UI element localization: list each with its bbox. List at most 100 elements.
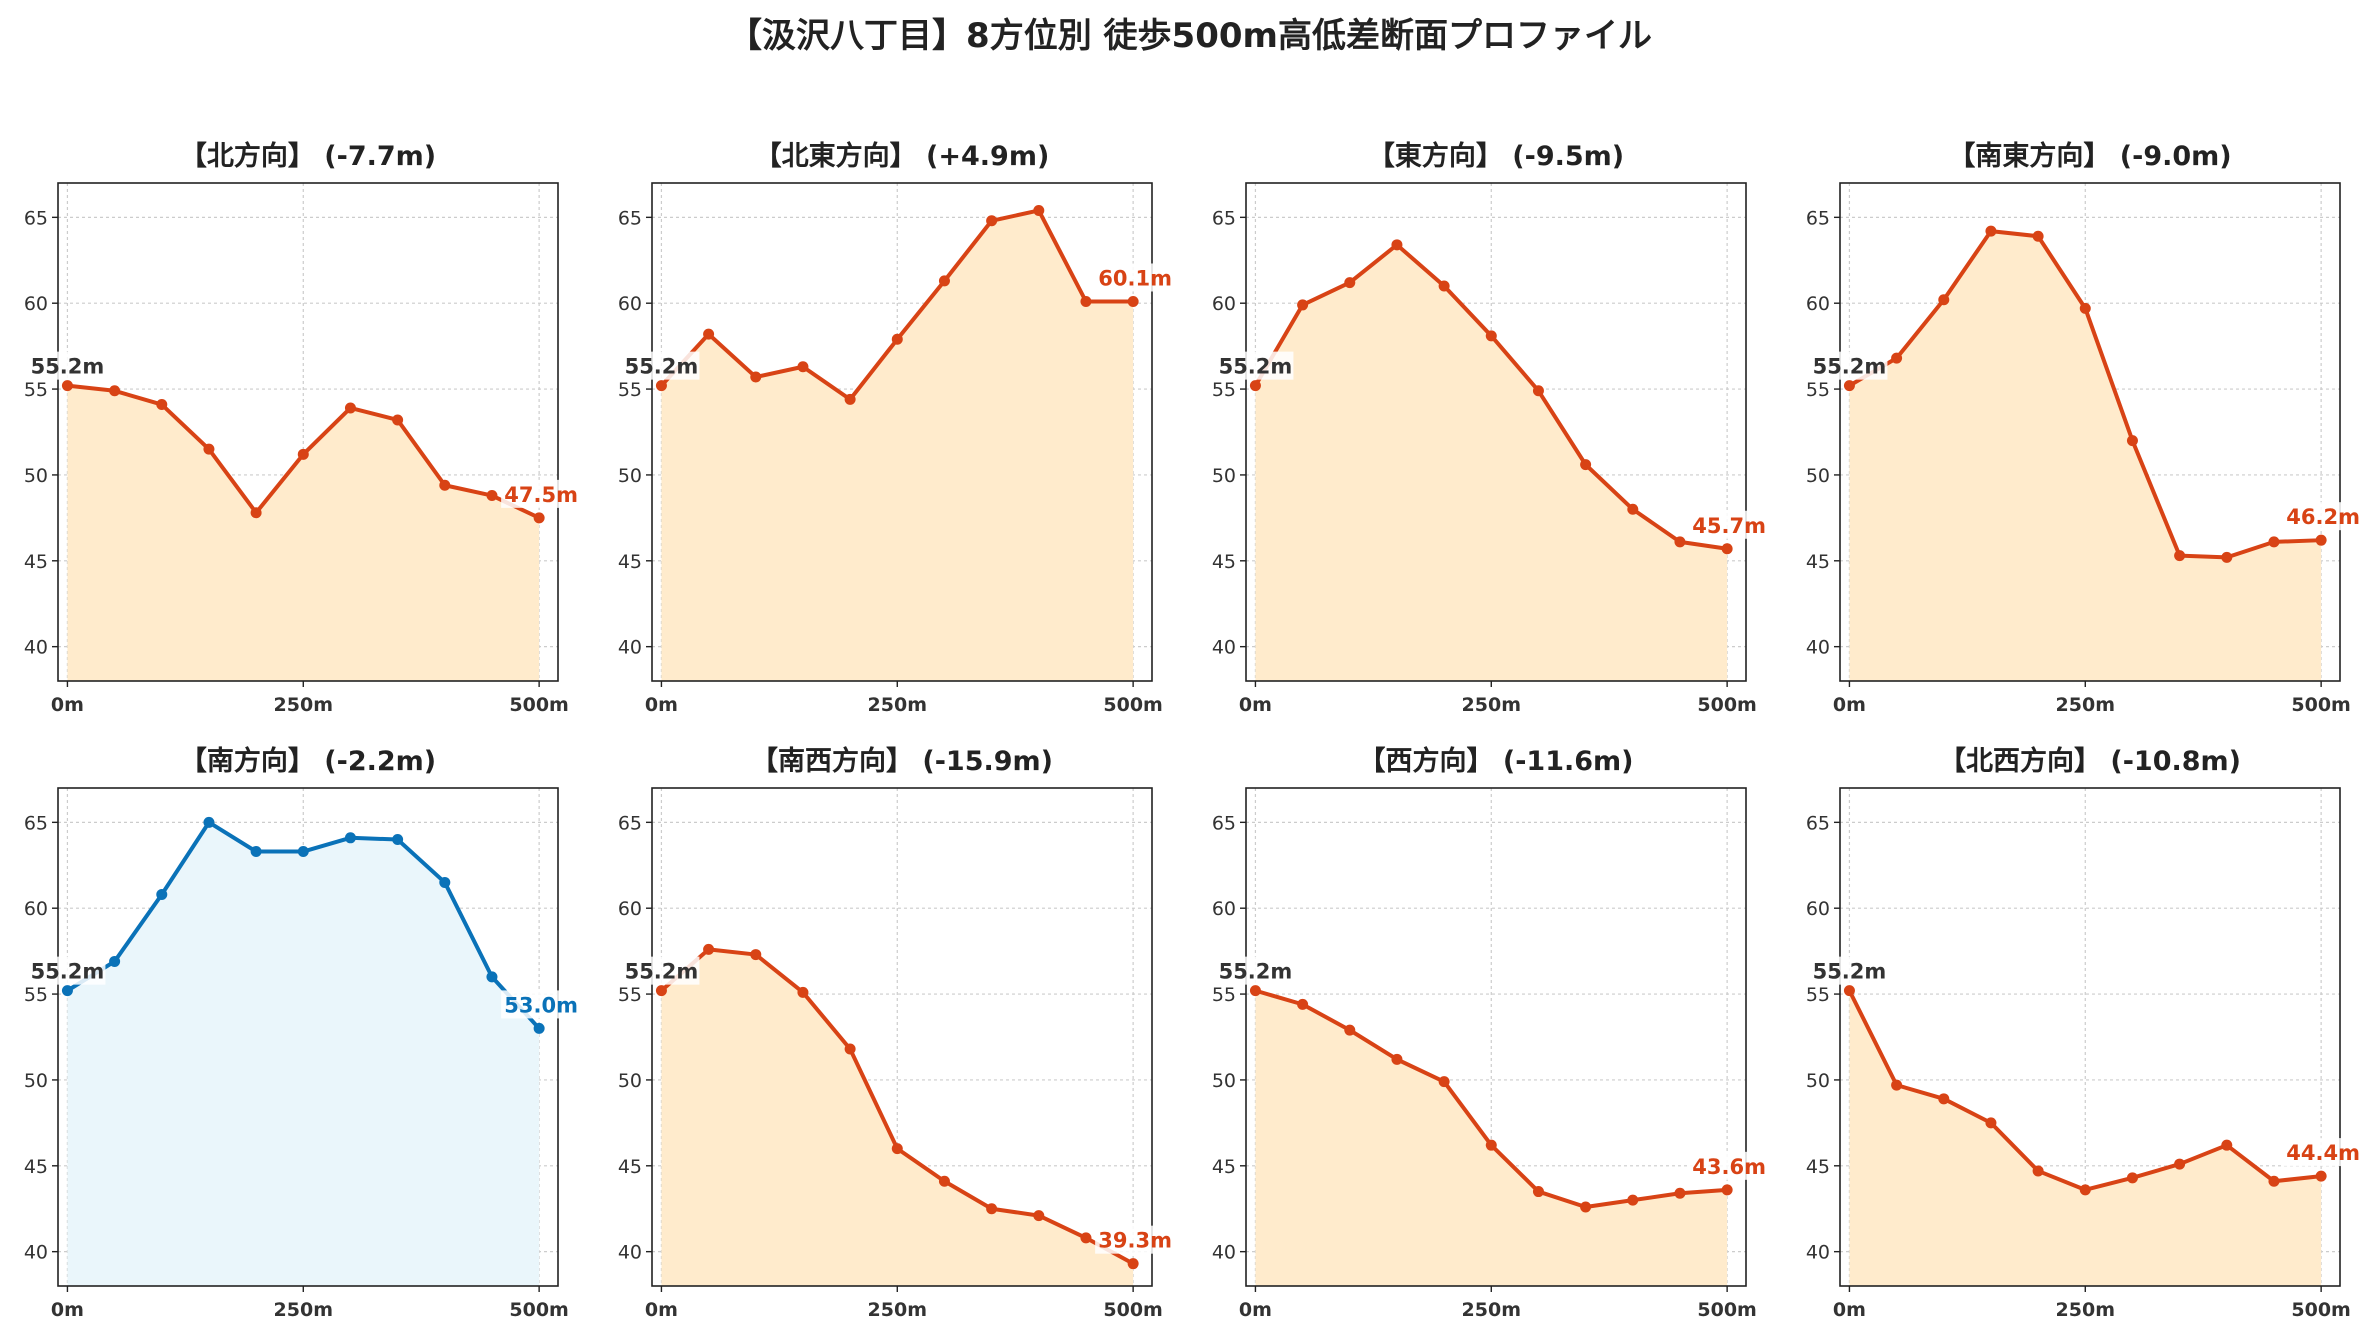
y-tick-label: 50	[1212, 1070, 1236, 1092]
x-tick-label: 0m	[645, 1299, 678, 1321]
chart-panel: 【北西方向】 (-10.8m) 40 45 50 55 60 65 0m 250m 500m 55.…	[1806, 745, 2364, 1321]
data-point	[156, 399, 168, 411]
y-tick-label: 50	[618, 465, 642, 487]
data-point	[439, 479, 451, 491]
plot-frame	[1839, 182, 2341, 682]
y-tick-label: 40	[1212, 637, 1236, 659]
data-point	[1033, 1210, 1045, 1222]
data-point	[2268, 1175, 2280, 1187]
data-point	[1721, 543, 1733, 555]
data-point	[250, 507, 262, 519]
x-tick-label: 500m	[1697, 694, 1756, 716]
end-label-bg	[2283, 1138, 2364, 1167]
data-point	[1938, 294, 1950, 306]
end-label: 53.0m	[504, 993, 578, 1017]
area-fill	[1849, 990, 2322, 1286]
y-tick-label: 60	[1212, 898, 1236, 920]
data-point	[61, 985, 73, 997]
x-tick-label: 500m	[1697, 1299, 1756, 1321]
y-tick-label: 65	[618, 207, 642, 229]
chart-panel: 【北方向】 (-7.7m) 40 45 50 55 60 65 0m 250m 500m 55.2m…	[24, 140, 582, 716]
data-point	[297, 846, 309, 858]
data-point	[655, 380, 667, 392]
panel-title: 【北東方向】 (+4.9m)	[755, 140, 1050, 172]
end-label-bg	[501, 479, 582, 508]
data-point	[109, 385, 121, 397]
data-point	[2268, 536, 2280, 548]
end-label-bg	[1095, 263, 1176, 292]
x-tick-label: 500m	[509, 694, 568, 716]
end-label-bg	[1095, 1225, 1176, 1254]
start-label: 55.2m	[31, 355, 105, 379]
data-point	[1532, 1186, 1544, 1198]
data-point	[1127, 1258, 1139, 1270]
y-tick-label: 65	[1212, 812, 1236, 834]
data-point	[2032, 1165, 2044, 1177]
y-tick-label: 60	[24, 293, 48, 315]
y-tick-label: 45	[24, 551, 48, 573]
data-point	[1843, 985, 1855, 997]
end-label-bg	[1689, 510, 1770, 539]
data-point	[938, 275, 950, 287]
data-point	[203, 816, 215, 828]
start-label-bg	[29, 351, 106, 380]
x-tick-label: 0m	[1239, 1299, 1272, 1321]
y-tick-label: 40	[1806, 1242, 1830, 1264]
plot-frame	[1245, 787, 1747, 1287]
x-tick-label: 250m	[274, 694, 333, 716]
data-point	[2315, 534, 2327, 546]
data-point	[1843, 380, 1855, 392]
plot-frame	[1839, 787, 2341, 1287]
y-tick-label: 45	[1212, 551, 1236, 573]
data-point	[1344, 1024, 1356, 1036]
data-point	[1891, 1079, 1903, 1091]
y-tick-label: 50	[618, 1070, 642, 1092]
x-tick-label: 250m	[274, 1299, 333, 1321]
data-point	[2126, 435, 2138, 447]
data-point	[61, 380, 73, 392]
y-tick-label: 60	[1806, 898, 1830, 920]
panel-title: 【南東方向】 (-9.0m)	[1948, 140, 2231, 172]
data-point	[797, 361, 809, 373]
chart-panel: 【西方向】 (-11.6m) 40 45 50 55 60 65 0m 250m 500m 55.2…	[1212, 745, 1770, 1321]
data-point	[486, 490, 498, 502]
data-point	[1297, 998, 1309, 1010]
data-point	[1891, 352, 1903, 364]
data-point	[2032, 230, 2044, 242]
panel-title: 【南西方向】 (-15.9m)	[751, 745, 1053, 777]
data-point	[533, 512, 545, 524]
end-label: 39.3m	[1098, 1229, 1172, 1253]
chart-panel: 【南東方向】 (-9.0m) 40 45 50 55 60 65 0m 250m 500m 55.2…	[1806, 140, 2364, 716]
x-tick-label: 0m	[51, 694, 84, 716]
data-point	[2221, 1139, 2233, 1151]
y-tick-label: 65	[1806, 812, 1830, 834]
y-tick-label: 55	[618, 984, 642, 1006]
x-tick-label: 0m	[51, 1299, 84, 1321]
data-point	[2126, 1172, 2138, 1184]
data-point	[1627, 1194, 1639, 1206]
data-point	[1627, 503, 1639, 515]
x-tick-label: 0m	[645, 694, 678, 716]
area-fill	[1255, 990, 1728, 1286]
y-tick-label: 55	[24, 984, 48, 1006]
x-tick-label: 500m	[509, 1299, 568, 1321]
data-point	[1438, 280, 1450, 292]
data-point	[750, 949, 762, 961]
end-label: 47.5m	[504, 483, 578, 507]
data-point	[844, 393, 856, 405]
data-point	[1033, 204, 1045, 216]
data-point	[938, 1175, 950, 1187]
data-point	[156, 888, 168, 900]
y-tick-label: 55	[1212, 379, 1236, 401]
start-label-bg	[1811, 351, 1888, 380]
x-tick-label: 500m	[1103, 694, 1162, 716]
y-tick-label: 50	[1806, 465, 1830, 487]
data-point	[1674, 1187, 1686, 1199]
data-point	[1391, 239, 1403, 251]
start-label: 55.2m	[625, 960, 699, 984]
panel-title: 【西方向】 (-11.6m)	[1358, 745, 1633, 777]
data-point	[2221, 551, 2233, 563]
data-point	[1485, 1139, 1497, 1151]
